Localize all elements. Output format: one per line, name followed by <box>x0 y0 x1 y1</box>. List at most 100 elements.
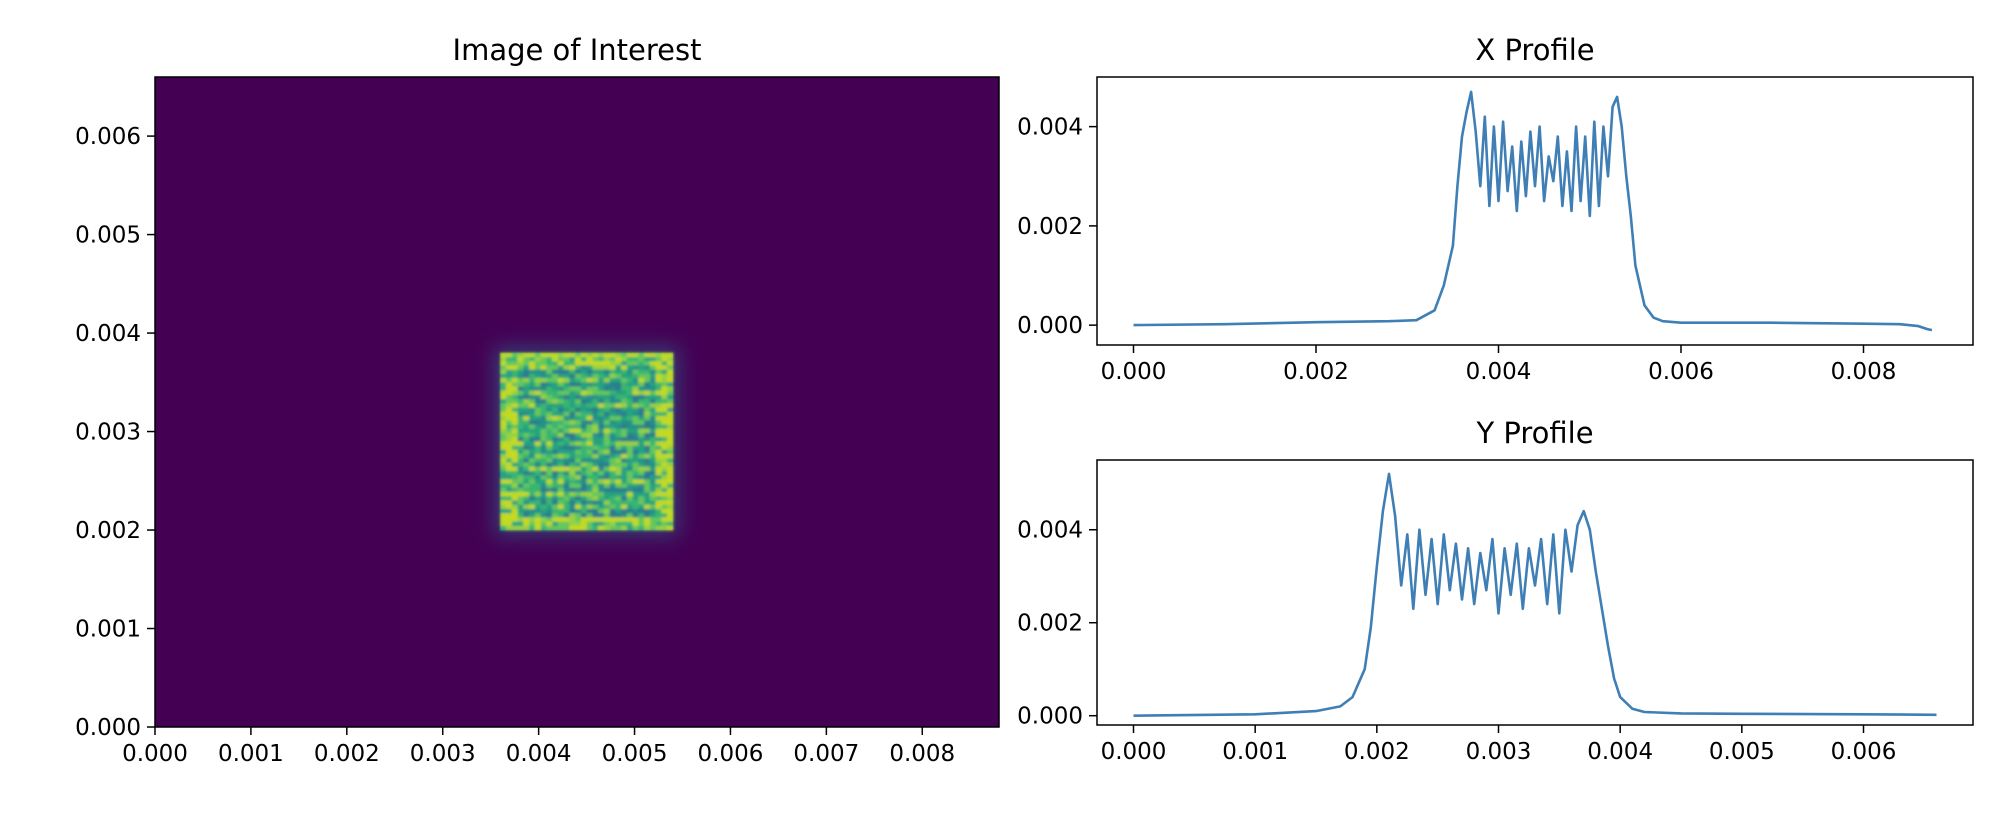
heatmap-cell <box>569 445 576 451</box>
heatmap-cell <box>500 416 507 421</box>
heatmap-cell <box>661 361 668 366</box>
heatmap-cell <box>529 361 536 366</box>
heatmap-cell <box>638 496 645 501</box>
heatmap-cell <box>626 420 634 426</box>
heatmap-cell <box>580 407 588 413</box>
heatmap-cell <box>655 394 662 400</box>
heatmap-cell <box>626 386 634 392</box>
heatmap-cell <box>523 513 530 518</box>
heatmap-cell <box>534 424 542 430</box>
heatmap-cell <box>655 487 662 493</box>
heatmap-cell <box>500 496 507 501</box>
heatmap-cell <box>609 525 616 531</box>
heatmap-cell <box>540 369 547 375</box>
heatmap-cell <box>563 424 570 430</box>
y-profile-panel: Y Profile 0.000 0.001 0.002 0.003 0.004 0.005… <box>1017 416 1974 765</box>
heatmap-cell <box>552 365 559 371</box>
heatmap-cell <box>511 492 519 497</box>
heatmap-cell <box>632 378 639 383</box>
heatmap-cell <box>569 441 576 447</box>
heatmap-cell <box>517 496 524 501</box>
heatmap-cell <box>500 445 507 451</box>
heatmap-cell <box>626 483 634 489</box>
heatmap-cell <box>586 475 593 480</box>
heatmap-cell <box>500 399 507 404</box>
heatmap-cell <box>655 462 662 468</box>
heatmap-cell <box>540 454 547 459</box>
heatmap-cell <box>580 390 588 396</box>
heatmap-cell <box>500 407 507 413</box>
heatmap-cell <box>557 521 565 527</box>
heatmap-cell <box>661 466 668 472</box>
heatmap-cell <box>552 369 559 375</box>
heatmap-cell <box>638 407 645 413</box>
heatmap-cell <box>540 521 547 527</box>
heatmap-cell <box>615 420 622 426</box>
heatmap-cell <box>546 352 553 358</box>
heatmap-cell <box>517 403 524 409</box>
heatmap-cell <box>563 394 570 400</box>
heatmap-cell <box>500 365 507 371</box>
heatmap-cell <box>569 369 576 375</box>
y-profile-x-tick-label: 0.002 <box>1344 739 1410 765</box>
heatmap-cell <box>511 369 519 375</box>
heatmap-cell <box>586 517 593 523</box>
heatmap-cell <box>552 437 559 442</box>
heatmap-cell <box>649 373 657 379</box>
heatmap-cell <box>511 475 519 480</box>
heatmap-cell <box>563 403 570 409</box>
heatmap-cell <box>534 470 542 476</box>
heatmap-cell <box>546 382 553 388</box>
heatmap-cell <box>563 521 570 527</box>
heatmap-x-tick-label: 0.008 <box>889 741 955 767</box>
heatmap-cell <box>667 403 674 409</box>
heatmap-cell <box>540 483 547 489</box>
heatmap-cell <box>523 369 530 375</box>
heatmap-cell <box>580 386 588 392</box>
heatmap-cell <box>529 352 536 358</box>
heatmap-cell <box>638 483 645 489</box>
heatmap-cell <box>615 369 622 375</box>
x-profile-plot <box>1133 90 1933 332</box>
heatmap-cell <box>592 470 599 476</box>
heatmap-cell <box>603 508 611 514</box>
heatmap-cell <box>580 517 588 523</box>
heatmap-cell <box>529 479 536 485</box>
heatmap-cell <box>598 437 605 442</box>
heatmap-cell <box>517 373 524 379</box>
heatmap-cell <box>644 458 651 463</box>
heatmap-cell <box>644 449 651 455</box>
heatmap-cell <box>621 382 628 388</box>
heatmap-cell <box>592 411 599 417</box>
heatmap-cell <box>563 462 570 468</box>
heatmap-cell <box>598 378 605 383</box>
heatmap-cell <box>586 500 593 506</box>
heatmap-cell <box>575 411 582 417</box>
heatmap-cell <box>500 466 507 472</box>
heatmap-cell <box>511 496 519 501</box>
heatmap-cell <box>667 365 674 371</box>
heatmap-cell <box>632 483 639 489</box>
heatmap-cell <box>523 378 530 383</box>
heatmap-cell <box>563 492 570 497</box>
heatmap-cell <box>529 403 536 409</box>
heatmap-cell <box>638 470 645 476</box>
heatmap-cell <box>540 403 547 409</box>
heatmap-cell <box>534 496 542 501</box>
heatmap-cell <box>667 445 674 451</box>
heatmap-cell <box>540 428 547 434</box>
heatmap-cell <box>615 445 622 451</box>
heatmap-cell <box>621 386 628 392</box>
heatmap-cell <box>506 470 513 476</box>
heatmap-cell <box>580 424 588 430</box>
heatmap-cell <box>655 399 662 404</box>
heatmap-cell <box>500 424 507 430</box>
heatmap-cell <box>511 365 519 371</box>
heatmap-cell <box>603 445 611 451</box>
heatmap-cell <box>580 500 588 506</box>
heatmap-cell <box>609 496 616 501</box>
heatmap-cell <box>615 462 622 468</box>
heatmap-panel: Image of Interest 0.000 0.001 0.002 0.003 0.… <box>75 33 1000 767</box>
heatmap-cell <box>506 432 513 438</box>
heatmap-cell <box>626 517 634 523</box>
